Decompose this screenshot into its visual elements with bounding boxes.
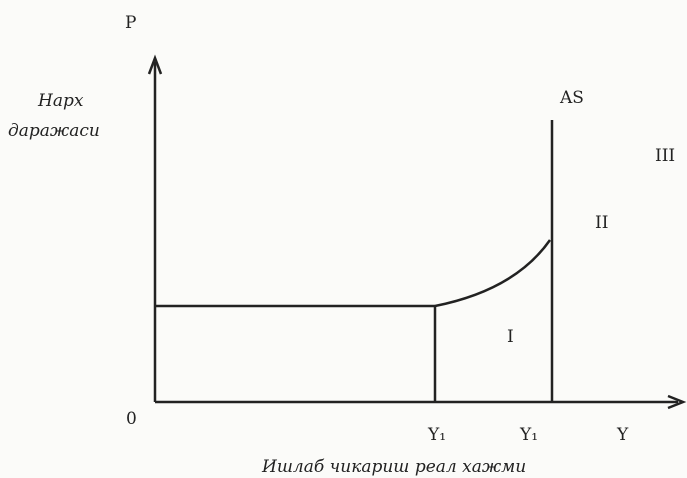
point-label: Y₁ bbox=[519, 425, 538, 445]
y-label: P bbox=[125, 13, 136, 33]
y-title: даражаси bbox=[8, 121, 100, 141]
origin-label: 0 bbox=[126, 409, 137, 429]
curve-label: AS bbox=[559, 88, 584, 108]
point-label: Y₁ bbox=[427, 425, 446, 445]
region-label: II bbox=[595, 213, 608, 233]
intermediate-segment bbox=[434, 239, 552, 308]
y-title: Нарх bbox=[37, 91, 84, 111]
region-label: III bbox=[655, 146, 675, 166]
y-axis-arrow bbox=[147, 54, 163, 75]
x-axis-arrow bbox=[667, 394, 687, 410]
region-label: I bbox=[507, 327, 514, 347]
x-title: Ишлаб чикариш реал хажми bbox=[261, 457, 526, 477]
x-label: Y bbox=[616, 425, 629, 445]
